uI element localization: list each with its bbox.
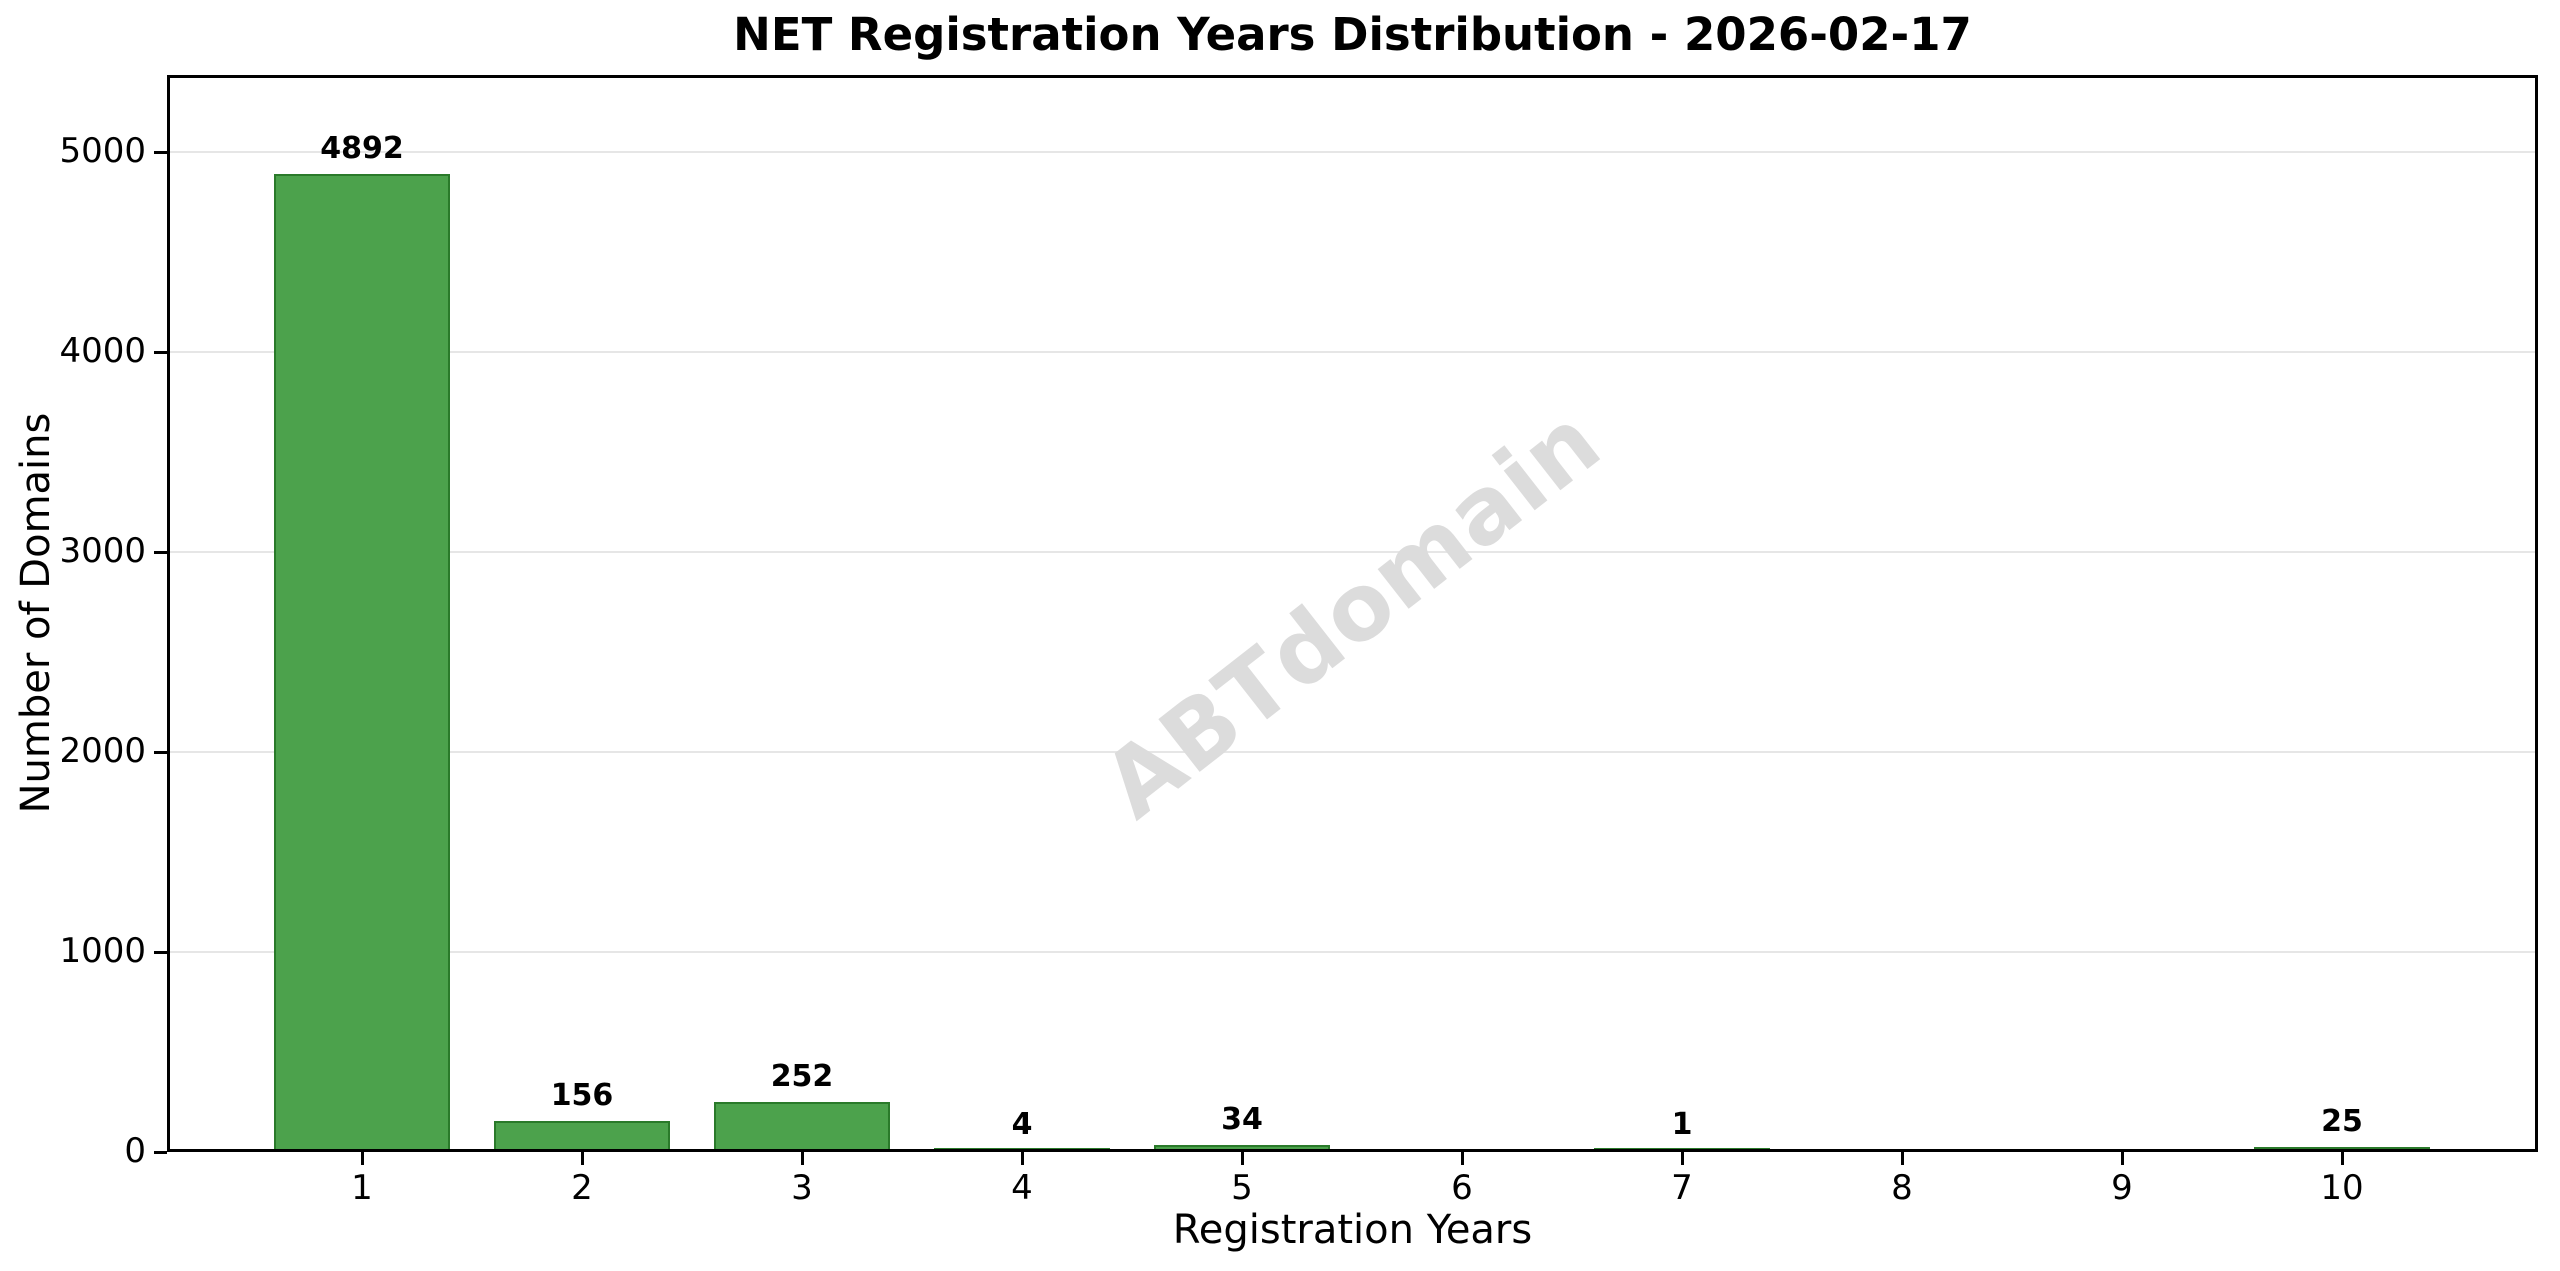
x-tick-mark: [1900, 1152, 1904, 1165]
bar-7: [1594, 1148, 1770, 1152]
y-tick-mark: [154, 950, 167, 954]
bar-1: [274, 173, 450, 1152]
y-tick-label: 2000: [59, 731, 146, 771]
x-tick-label-6: 6: [1451, 1168, 1473, 1208]
y-tick-label: 4000: [59, 331, 146, 371]
bar-value-label-5: 34: [1221, 1102, 1263, 1138]
x-tick-mark: [1240, 1152, 1244, 1165]
bar-value-label-2: 156: [550, 1077, 614, 1113]
bar-10: [2254, 1147, 2430, 1152]
bar-value-label-10: 25: [2321, 1104, 2363, 1139]
x-tick-label-8: 8: [1891, 1168, 1913, 1208]
y-tick-label: 3000: [59, 531, 146, 571]
watermark-text: ABTdomain: [1083, 387, 1621, 839]
y-tick-mark: [154, 350, 167, 354]
gridline-y-1000: [167, 951, 2538, 953]
gridline-y-5000: [167, 151, 2538, 153]
x-tick-mark: [2340, 1152, 2344, 1165]
x-tick-mark: [800, 1152, 804, 1165]
bar-2: [494, 1120, 670, 1152]
bar-value-label-1: 4892: [320, 130, 404, 166]
bar-value-label-4: 4: [1011, 1106, 1033, 1142]
x-tick-label-4: 4: [1011, 1168, 1033, 1208]
bar-4: [934, 1148, 1110, 1152]
x-axis-label: Registration Years: [1172, 1207, 1533, 1253]
x-tick-mark: [1680, 1152, 1684, 1165]
y-tick-label: 0: [124, 1131, 146, 1171]
gridline-y-2000: [167, 751, 2538, 753]
x-tick-label-7: 7: [1671, 1168, 1693, 1208]
x-tick-label-5: 5: [1231, 1168, 1253, 1208]
y-tick-mark: [154, 750, 167, 754]
bar-value-label-3: 252: [770, 1058, 834, 1094]
bar-value-label-7: 1: [1671, 1106, 1693, 1142]
y-tick-mark: [154, 1150, 167, 1154]
x-tick-mark: [1020, 1152, 1024, 1165]
x-tick-label-1: 1: [351, 1168, 373, 1208]
y-tick-mark: [154, 550, 167, 554]
chart-title: NET Registration Years Distribution - 20…: [733, 8, 1972, 61]
x-tick-label-3: 3: [791, 1168, 813, 1208]
gridline-y-4000: [167, 351, 2538, 353]
bar-5: [1154, 1145, 1330, 1152]
x-tick-mark: [1460, 1152, 1464, 1165]
plot-area: ABTdomain 4892 156 252 4 34 1 25: [167, 75, 2538, 1152]
y-tick-label: 5000: [59, 131, 146, 171]
x-tick-mark: [360, 1152, 364, 1165]
x-tick-label-10: 10: [2320, 1168, 2364, 1208]
x-tick-mark: [2120, 1152, 2124, 1165]
y-tick-mark: [154, 150, 167, 154]
y-tick-label: 1000: [59, 931, 146, 971]
x-tick-label-2: 2: [571, 1168, 593, 1208]
x-tick-mark: [580, 1152, 584, 1165]
bar-3: [714, 1101, 890, 1152]
gridline-y-3000: [167, 551, 2538, 553]
x-tick-label-9: 9: [2111, 1168, 2133, 1208]
